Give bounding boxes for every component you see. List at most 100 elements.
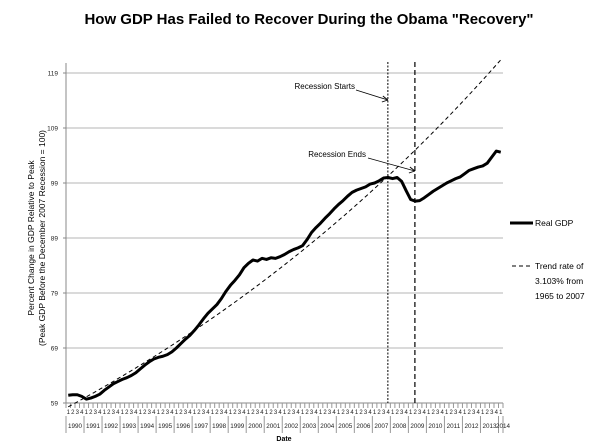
quarter-label: 1 [121, 410, 125, 416]
quarter-label: 2 [377, 410, 381, 416]
y-tick-label: 89 [51, 236, 59, 243]
year-label: 2008 [392, 423, 407, 430]
recession-lines [387, 62, 416, 403]
quarter-label: 3 [166, 410, 170, 416]
quarter-label: 4 [188, 410, 192, 416]
quarter-label: 1 [499, 410, 503, 416]
quarter-label: 3 [400, 410, 404, 416]
quarter-label: 1 [175, 410, 179, 416]
quarter-label: 3 [364, 410, 368, 416]
quarter-label: 2 [450, 410, 454, 416]
quarter-label: 3 [238, 410, 242, 416]
year-label: 2010 [428, 423, 443, 430]
quarter-label: 4 [98, 410, 102, 416]
y-tick-label: 109 [47, 126, 58, 133]
quarter-label: 4 [314, 410, 318, 416]
legend: Real GDP Trend rate of 3.103% from 1965 … [510, 218, 585, 301]
recession-starts-label: Recession Starts [295, 82, 355, 91]
quarter-label: 4 [134, 410, 138, 416]
recession-starts-arrow [355, 89, 388, 101]
quarter-label: 1 [193, 410, 197, 416]
quarter-label: 2 [179, 410, 183, 416]
quarter-label: 1 [265, 410, 269, 416]
y-axis-label-line2: (Peak GDP Before the December 2007 Reces… [37, 130, 47, 346]
quarter-label: 1 [481, 410, 485, 416]
quarter-label: 2 [197, 410, 201, 416]
quarter-label: 2 [125, 410, 129, 416]
quarter-label: 1 [463, 410, 467, 416]
legend-trend-label-2: 3.103% from [535, 276, 583, 286]
quarter-label: 4 [459, 410, 463, 416]
quarter-label: 2 [305, 410, 309, 416]
year-label: 2009 [410, 423, 425, 430]
legend-real-gdp-label: Real GDP [535, 218, 574, 228]
quarter-label: 2 [89, 410, 93, 416]
quarter-label: 3 [148, 410, 152, 416]
quarter-label: 4 [296, 410, 300, 416]
quarter-label: 3 [94, 410, 98, 416]
quarter-label: 1 [229, 410, 233, 416]
trend-line [68, 59, 502, 408]
quarter-label: 1 [391, 410, 395, 416]
year-label: 1995 [158, 423, 173, 430]
chart-title: How GDP Has Failed to Recover During the… [84, 11, 533, 28]
quarter-label: 3 [130, 410, 134, 416]
quarter-label: 3 [292, 410, 296, 416]
quarter-label: 2 [71, 410, 75, 416]
year-label: 1994 [140, 423, 155, 430]
quarter-label: 3 [472, 410, 476, 416]
quarter-label: 3 [490, 410, 494, 416]
quarter-label: 3 [328, 410, 332, 416]
year-label: 2011 [447, 423, 461, 430]
quarter-label: 4 [170, 410, 174, 416]
quarter-label: 1 [139, 410, 143, 416]
quarter-label: 1 [427, 410, 431, 416]
quarter-label: 1 [445, 410, 449, 416]
year-label: 1998 [212, 423, 227, 430]
quarter-label: 3 [274, 410, 278, 416]
quarter-label: 4 [422, 410, 426, 416]
quarter-label: 4 [386, 410, 390, 416]
quarter-label: 1 [85, 410, 89, 416]
year-label: 1999 [230, 423, 245, 430]
quarter-label: 4 [441, 410, 445, 416]
legend-trend-label-3: 1965 to 2007 [535, 291, 585, 301]
quarter-label: 1 [247, 410, 251, 416]
quarter-label: 4 [350, 410, 354, 416]
legend-trend-label-1: Trend rate of [535, 261, 584, 271]
quarter-label: 1 [103, 410, 107, 416]
quarter-label: 1 [301, 410, 305, 416]
quarter-label: 2 [287, 410, 291, 416]
quarter-label: 4 [495, 410, 499, 416]
quarter-label: 4 [368, 410, 372, 416]
y-axis-label-line1: Percent Change in GDP Relative to Peak [26, 160, 36, 316]
quarter-label: 4 [477, 410, 481, 416]
quarter-label: 4 [332, 410, 336, 416]
quarter-label: 2 [486, 410, 490, 416]
quarter-label: 4 [404, 410, 408, 416]
year-label: 1997 [194, 423, 209, 430]
quarter-label: 1 [67, 410, 71, 416]
quarter-label: 1 [355, 410, 359, 416]
quarter-label: 2 [431, 410, 435, 416]
arrowhead-icon [408, 166, 416, 174]
quarter-label: 3 [382, 410, 386, 416]
quarter-label: 2 [468, 410, 472, 416]
year-label: 2012 [464, 423, 479, 430]
year-label: 2006 [356, 423, 371, 430]
year-label: 1991 [86, 423, 101, 430]
quarter-label: 4 [260, 410, 264, 416]
year-label: 2003 [302, 423, 317, 430]
y-tick-label: 119 [48, 71, 59, 78]
gridlines [66, 72, 503, 349]
quarter-label: 3 [436, 410, 440, 416]
quarter-label: 2 [323, 410, 327, 416]
year-label: 1990 [68, 423, 83, 430]
y-tick-label: 79 [51, 291, 59, 298]
quarter-label: 1 [319, 410, 323, 416]
quarter-label: 3 [256, 410, 260, 416]
year-label: 1996 [176, 423, 191, 430]
y-tick-label: 69 [51, 346, 59, 353]
quarter-label: 3 [418, 410, 422, 416]
quarter-label: 3 [112, 410, 116, 416]
